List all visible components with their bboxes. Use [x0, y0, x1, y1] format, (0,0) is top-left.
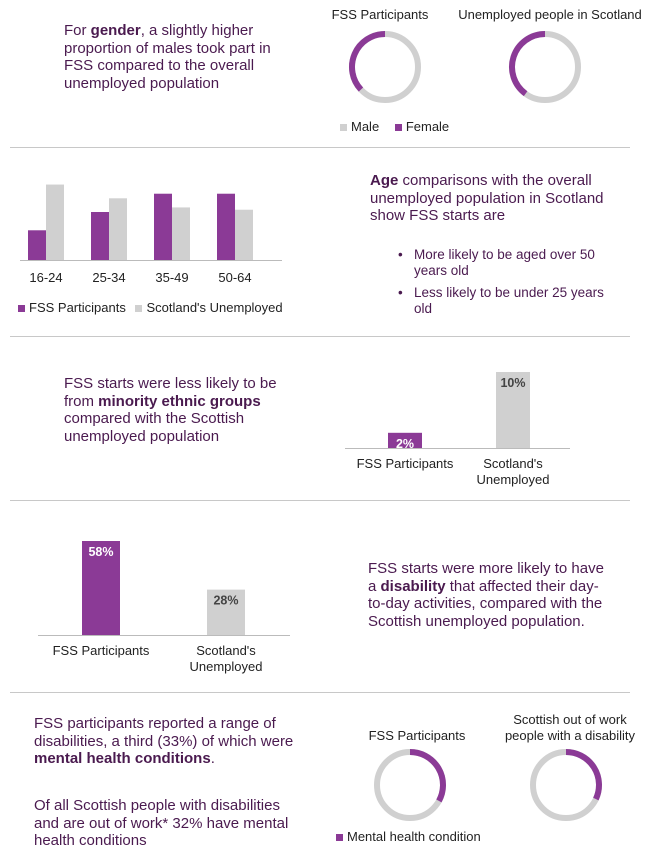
- mental-donut-scottish: [530, 749, 602, 821]
- disability-category-label-1: Unemployed: [190, 659, 263, 674]
- mental-text-2: Of all Scottish people with disabilities…: [34, 797, 289, 849]
- divider-2: [10, 336, 630, 337]
- gender-text-pre: For: [64, 22, 91, 39]
- ethnic-text-post: compared with the Scottish unemployed po…: [64, 410, 245, 445]
- ethnic-text: FSS starts were less likely to be from m…: [64, 375, 289, 445]
- legend-swatch-mental: [336, 834, 343, 842]
- age-bar-50-64-unemployed: [235, 209, 253, 260]
- legend-female: Female: [405, 119, 450, 134]
- mental-text-1-post: .: [210, 750, 215, 767]
- age-tick-label: 16-24: [29, 270, 62, 285]
- age-text: Age comparisons with the overall unemplo…: [370, 172, 610, 225]
- mental-donut-label-fss: FSS Participants: [368, 728, 466, 743]
- mental-text-1-pre: FSS participants reported a range of dis…: [34, 715, 294, 750]
- mental-donut-fss: [374, 749, 446, 821]
- age-bar-16-24-fss: [28, 230, 46, 260]
- ethnic-bar-chart: 2% FSS Participants 10% Scotland'sUnemploye…: [345, 372, 570, 487]
- age-tick-label: 25-34: [92, 270, 125, 285]
- mental-text-1: FSS participants reported a range of dis…: [34, 715, 299, 768]
- ethnic-bar-0: [388, 432, 422, 448]
- gender-donut-fss: [349, 31, 421, 103]
- divider-1: [10, 147, 630, 148]
- disability-value-label-1: 28%: [213, 594, 238, 608]
- disability-text: FSS starts were more likely to have a di…: [368, 560, 608, 630]
- ethnic-category-label-1: Scotland's: [483, 456, 543, 471]
- legend-swatch-fss: [18, 305, 25, 313]
- divider-4: [10, 692, 630, 693]
- divider-3: [10, 500, 630, 501]
- ethnic-category-label-0: FSS Participants: [357, 456, 454, 471]
- gender-text-bold: gender: [90, 22, 141, 39]
- disability-category-label-1: Scotland's: [196, 643, 256, 658]
- legend-male: Male: [351, 119, 380, 134]
- age-bar-chart: 16-24 25-34 35-49 50-64: [20, 184, 282, 285]
- age-text-rest: comparisons with the overall unemployed …: [370, 172, 604, 224]
- age-bullet-2: Less likely to be under 25 years old: [396, 285, 606, 317]
- ethnic-text-bold: minority ethnic groups: [98, 392, 261, 410]
- age-bar-35-49-unemployed: [172, 207, 190, 260]
- disability-text-post: that affected their day-to-day activitie…: [368, 577, 603, 630]
- gender-donut-label-unemployed: Unemployed people in Scotland: [458, 7, 642, 22]
- gender-fss-female-arc: [349, 31, 386, 92]
- disability-text-bold: disability: [380, 577, 446, 595]
- age-tick-label: 50-64: [218, 270, 251, 285]
- age-bar-25-34-unemployed: [109, 198, 127, 260]
- gender-legend: Male Female: [340, 119, 449, 134]
- age-bullets: More likely to be aged over 50 years old…: [396, 247, 606, 323]
- age-text-bold: Age: [370, 172, 399, 189]
- disability-text-pre: FSS starts were more likely to have a: [368, 560, 604, 595]
- legend-fss: FSS Participants: [29, 300, 126, 315]
- mental-legend: Mental health condition: [336, 829, 481, 844]
- age-bar-25-34-fss: [91, 212, 109, 260]
- age-tick-label: 35-49: [155, 270, 188, 285]
- age-bullet-1: More likely to be aged over 50 years old: [396, 247, 606, 279]
- legend-swatch-unemployed: [135, 305, 143, 313]
- ethnic-value-label-1: 10%: [500, 376, 525, 390]
- legend-mental: Mental health condition: [347, 829, 481, 844]
- gender-text-post: , a slightly higher proportion of males …: [64, 22, 271, 92]
- legend-swatch-male: [340, 124, 347, 132]
- disability-category-label-0: FSS Participants: [53, 643, 150, 658]
- ethnic-bar-1: [496, 372, 530, 448]
- ethnic-text-pre: FSS starts were less likely to be from: [64, 375, 277, 410]
- gender-text: For gender, a slightly higher proportion…: [64, 22, 284, 92]
- age-bar-16-24-unemployed: [46, 184, 64, 260]
- legend-unemployed: Scotland's Unemployed: [146, 300, 283, 315]
- disability-bar-1: [207, 589, 245, 635]
- age-bar-35-49-fss: [154, 193, 172, 260]
- mental-fss-arc: [409, 749, 446, 803]
- mental-donut-label-scottish: Scottish out of work people with a disab…: [504, 712, 636, 743]
- ethnic-value-label-0: 2%: [396, 437, 414, 451]
- legend-swatch-female: [394, 124, 402, 132]
- gender-unemployed-female-arc: [509, 31, 546, 97]
- disability-value-label-0: 58%: [88, 545, 113, 559]
- mental-text-1-bold: mental health conditions: [34, 750, 211, 767]
- age-bar-50-64-fss: [217, 193, 235, 260]
- ethnic-category-label-1: Unemployed: [477, 472, 550, 487]
- gender-donut-unemployed: [509, 31, 581, 103]
- disability-bar-chart: 58% FSS Participants 28% Scotland'sUnemploy…: [38, 541, 290, 674]
- gender-donut-label-fss: FSS Participants: [331, 7, 429, 22]
- mental-scottish-arc: [565, 749, 602, 801]
- disability-bar-0: [82, 541, 120, 635]
- age-legend: FSS Participants Scotland's Unemployed: [18, 300, 283, 315]
